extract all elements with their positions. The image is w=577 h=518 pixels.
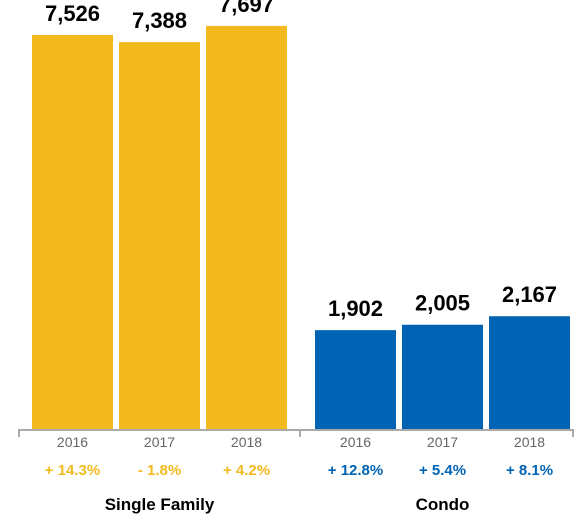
data-label: 7,388: [132, 8, 187, 33]
group-label: Single Family: [105, 495, 215, 514]
labels-layer: 7,526 2016 + 14.3% 7,388 2017 - 1.8% 7,697 2018…: [45, 0, 557, 514]
bar: [315, 330, 396, 430]
x-axis: [18, 429, 574, 437]
data-label: 7,526: [45, 1, 100, 26]
change-label: - 1.8%: [138, 462, 181, 479]
data-label: 2,167: [502, 282, 557, 307]
x-tick-label: 2018: [514, 434, 545, 450]
change-label: + 5.4%: [419, 462, 466, 479]
change-label: + 12.8%: [328, 462, 383, 479]
bar: [206, 25, 287, 430]
bars-layer: [32, 25, 570, 430]
group-label: Condo: [416, 495, 470, 514]
x-tick-label: 2016: [57, 434, 88, 450]
data-label: 1,902: [328, 296, 383, 321]
x-tick-label: 2017: [427, 434, 458, 450]
change-label: + 8.1%: [506, 462, 553, 479]
x-tick-label: 2016: [340, 434, 371, 450]
bar: [32, 34, 113, 430]
bar: [489, 316, 570, 430]
change-label: + 14.3%: [45, 462, 100, 479]
change-label: + 4.2%: [223, 462, 270, 479]
bar: [402, 324, 483, 430]
bar: [119, 42, 200, 430]
data-label: 2,005: [415, 291, 470, 316]
x-tick-label: 2017: [144, 434, 175, 450]
data-label: 7,697: [219, 0, 274, 17]
x-tick-label: 2018: [231, 434, 262, 450]
